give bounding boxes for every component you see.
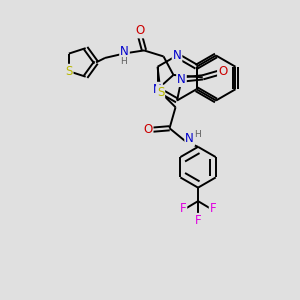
Text: H: H	[120, 57, 126, 66]
Text: F: F	[180, 202, 186, 215]
Text: N: N	[173, 49, 182, 62]
Text: N: N	[185, 132, 194, 145]
Text: N: N	[177, 73, 186, 86]
Text: S: S	[157, 86, 164, 99]
Text: O: O	[218, 65, 227, 78]
Text: F: F	[210, 202, 216, 215]
Text: S: S	[65, 65, 73, 78]
Text: O: O	[135, 24, 144, 38]
Text: N: N	[120, 45, 129, 58]
Text: O: O	[143, 123, 153, 136]
Text: N: N	[153, 83, 162, 96]
Text: H: H	[194, 130, 201, 139]
Text: F: F	[195, 214, 201, 227]
